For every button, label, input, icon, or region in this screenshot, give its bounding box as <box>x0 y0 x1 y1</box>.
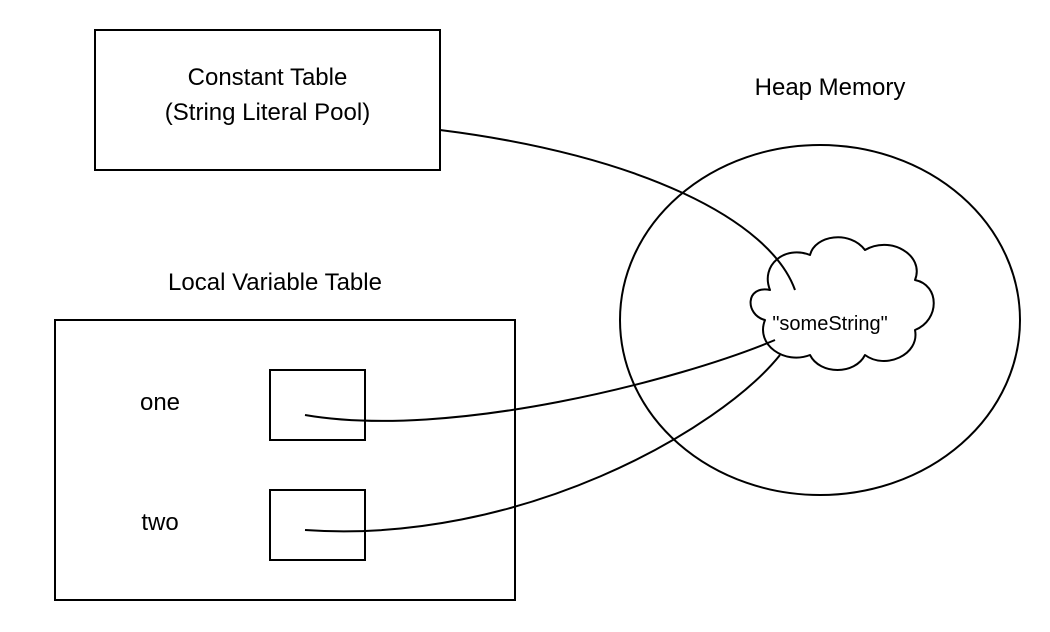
variable-box-two <box>270 490 365 560</box>
variable-label-one: one <box>140 389 180 416</box>
local-variable-table-box <box>55 320 515 600</box>
constant-table-title-2: (String Literal Pool) <box>165 99 370 126</box>
connection-constant_table <box>440 130 795 290</box>
local-variable-table-title: Local Variable Table <box>168 269 382 296</box>
connection-var_one <box>305 340 775 421</box>
string-cloud-label: "someString" <box>772 313 887 335</box>
variable-label-two: two <box>141 509 178 536</box>
connection-var_two <box>305 355 780 531</box>
constant-table-title-1: Constant Table <box>188 64 348 91</box>
heap-memory-label: Heap Memory <box>755 74 906 101</box>
variable-box-one <box>270 370 365 440</box>
string-cloud <box>751 237 934 370</box>
